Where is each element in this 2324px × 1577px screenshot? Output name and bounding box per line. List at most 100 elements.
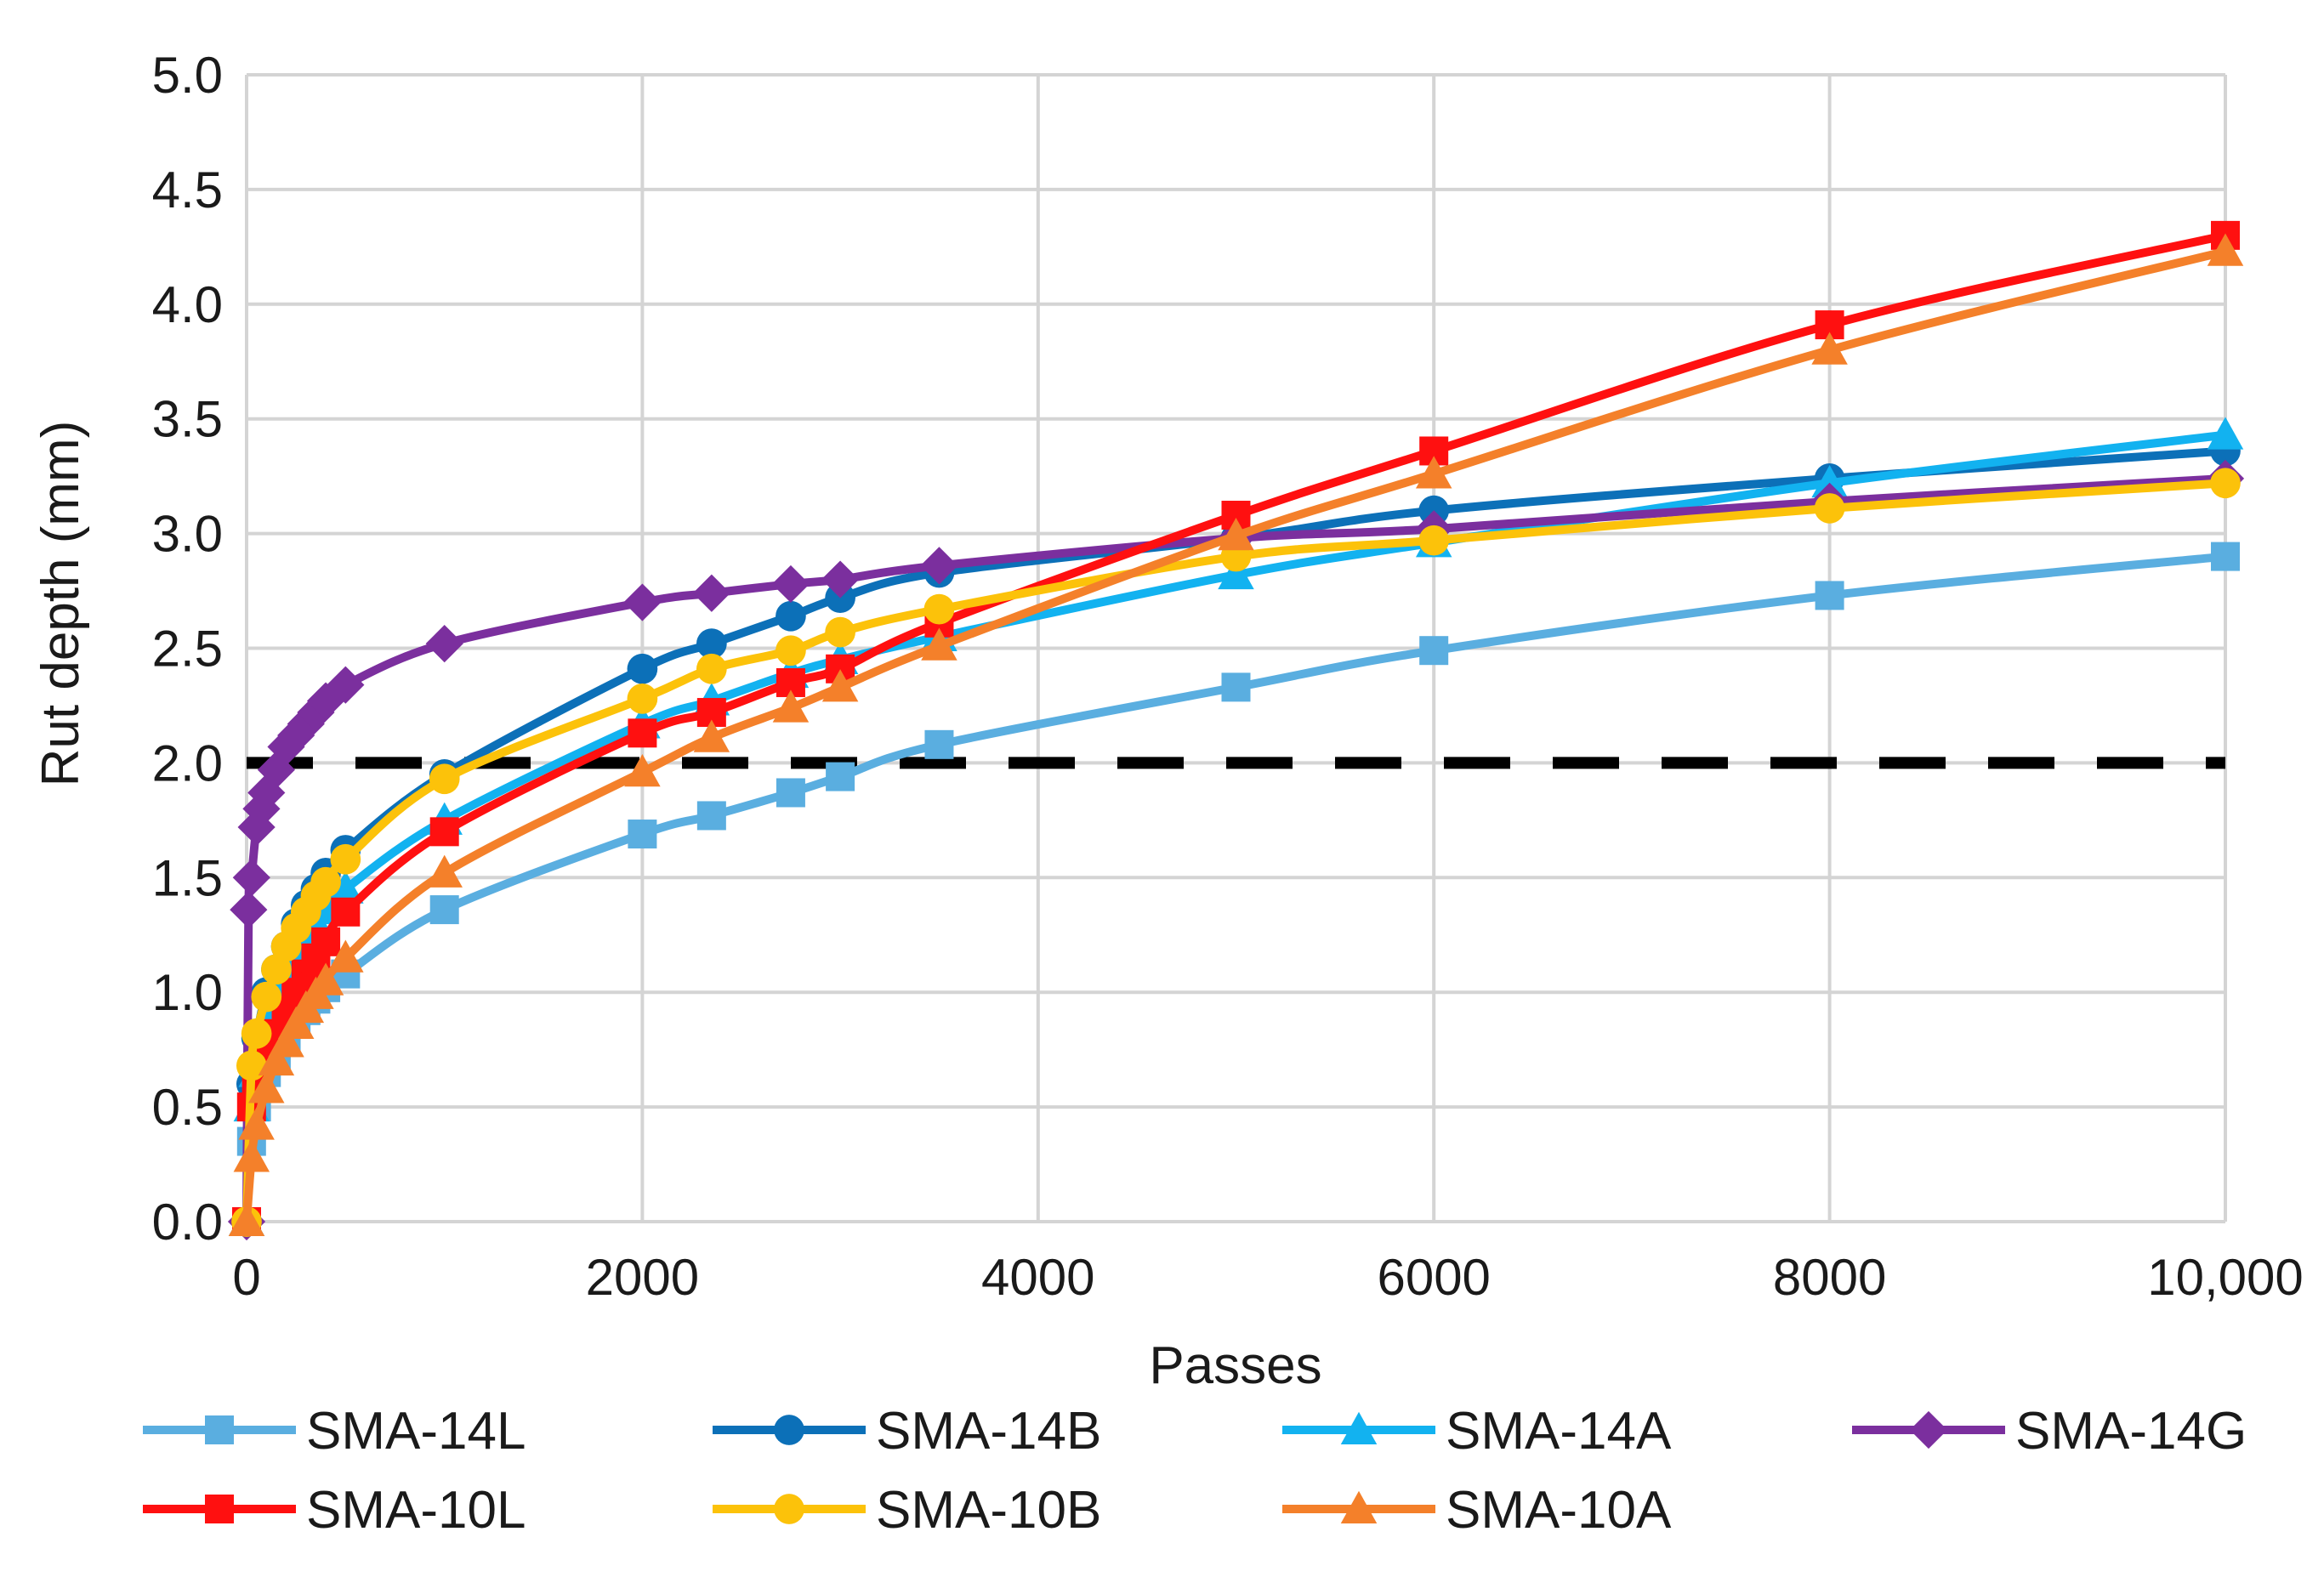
- data-point-sma-10b: [241, 1018, 272, 1049]
- data-point-sma-14l: [1815, 581, 1844, 610]
- data-point-sma-10b: [236, 1050, 267, 1081]
- data-point-sma-14g: [277, 716, 315, 755]
- data-point-sma-10a: [233, 1139, 270, 1172]
- y-tick-label: 2.5: [152, 621, 223, 678]
- series-sma-10b: [231, 468, 2241, 1237]
- data-point-sma-10b: [310, 866, 341, 898]
- data-point-sma-14l: [429, 895, 459, 925]
- data-point-sma-14l: [696, 801, 726, 831]
- legend-item-sma-14a: SMA-14A: [1282, 1402, 1672, 1461]
- data-point-sma-10l: [628, 718, 657, 748]
- legend-label-sma-14a: SMA-14A: [1446, 1402, 1672, 1461]
- data-point-sma-10a: [1218, 518, 1254, 551]
- legend-marker-sma-14l: [205, 1415, 234, 1444]
- data-point-sma-10l: [311, 927, 341, 956]
- data-point-sma-14g: [257, 751, 296, 789]
- data-point-sma-14g: [821, 560, 860, 598]
- data-point-sma-10b: [251, 981, 282, 1013]
- data-point-sma-10a: [1811, 332, 1848, 365]
- legend-marker-sma-10b: [774, 1494, 804, 1524]
- data-point-sma-14l: [2211, 542, 2240, 571]
- legend-item-sma-10l: SMA-10L: [143, 1481, 526, 1540]
- y-tick-label: 4.0: [152, 276, 223, 333]
- data-point-sma-10b: [330, 843, 361, 875]
- data-point-sma-10a: [624, 753, 661, 787]
- data-point-sma-10l: [331, 897, 361, 927]
- data-point-sma-14g: [920, 547, 958, 585]
- data-point-sma-14l: [1221, 672, 1251, 702]
- legend-label-sma-10l: SMA-10L: [306, 1481, 526, 1540]
- data-point-sma-10b: [1814, 493, 1845, 524]
- x-tick-label: 4000: [981, 1249, 1094, 1306]
- data-point-sma-14g: [230, 890, 268, 929]
- y-tick-label: 2.0: [152, 735, 223, 791]
- legend-item-sma-10a: SMA-10A: [1282, 1481, 1672, 1540]
- data-point-sma-10a: [693, 719, 730, 752]
- legend-item-sma-14l: SMA-14L: [143, 1402, 526, 1461]
- data-point-sma-14l: [826, 762, 855, 791]
- data-point-sma-10a: [1415, 456, 1452, 489]
- data-point-sma-14g: [771, 564, 810, 604]
- data-point-sma-14l: [1419, 636, 1449, 666]
- data-point-sma-10a: [238, 1107, 275, 1140]
- data-point-sma-10a: [327, 939, 364, 973]
- data-point-sma-10a: [268, 1024, 304, 1058]
- x-tick-label: 2000: [586, 1249, 699, 1306]
- data-point-sma-10a: [228, 1203, 265, 1236]
- data-point-sma-14l: [776, 778, 805, 808]
- data-point-sma-14g: [692, 574, 730, 612]
- y-tick-label: 3.0: [152, 506, 223, 563]
- legend: SMA-14L SMA-14B SMA-14A SMA-14G SMA-10L SMA-1…: [143, 1402, 2247, 1540]
- y-tick-label: 5.0: [152, 47, 223, 104]
- x-axis-title: Passes: [1149, 1336, 1321, 1395]
- data-point-sma-14b: [776, 600, 806, 632]
- data-point-sma-14g: [267, 728, 305, 766]
- data-point-sma-10l: [429, 817, 459, 847]
- x-tick-label: 10,000: [2147, 1249, 2304, 1306]
- data-point-sma-14b: [696, 628, 727, 659]
- data-point-sma-10a: [248, 1070, 285, 1103]
- data-point-sma-10a: [258, 1042, 295, 1076]
- data-point-sma-14g: [232, 859, 270, 897]
- legend-item-sma-10b: SMA-10B: [713, 1481, 1101, 1540]
- data-point-sma-14a: [2207, 417, 2244, 450]
- data-point-sma-10b: [923, 593, 955, 625]
- data-point-sma-10b: [825, 616, 855, 648]
- data-point-sma-10b: [1418, 525, 1450, 556]
- data-point-sma-10a: [307, 962, 344, 996]
- legend-marker-sma-14a: [1340, 1411, 1378, 1444]
- y-tick-label: 1.0: [152, 964, 223, 1021]
- series-sma-10a: [228, 233, 2244, 1236]
- x-tick-label: 8000: [1773, 1249, 1886, 1306]
- y-axis-title: Rut depth (mm): [31, 421, 90, 787]
- data-point-sma-14g: [425, 625, 463, 663]
- data-point-sma-14g: [297, 693, 335, 732]
- data-point-sma-14a: [1811, 464, 1848, 498]
- data-point-sma-14g: [306, 682, 345, 720]
- series-layer: [227, 220, 2245, 1241]
- data-point-sma-10b: [696, 653, 727, 684]
- data-point-sma-14g: [327, 666, 365, 704]
- data-point-sma-10b: [627, 684, 658, 714]
- legend-marker-sma-10a: [1340, 1490, 1378, 1523]
- data-point-sma-10b: [2210, 468, 2241, 499]
- legend-label-sma-10a: SMA-10A: [1446, 1481, 1672, 1540]
- legend-marker-sma-14g: [1909, 1410, 1948, 1449]
- legend-marker-sma-10l: [205, 1495, 234, 1523]
- data-point-sma-10b: [429, 763, 460, 795]
- y-tick-label: 3.5: [152, 391, 223, 448]
- axis-layer: 0.0 0.5 1.0 1.5 2.0 2.5 3.0 3.5 4.0 4.5 5.0 0 2000 40…: [152, 47, 2304, 1306]
- data-point-sma-10a: [921, 627, 957, 661]
- data-point-sma-10b: [776, 635, 806, 667]
- legend-label-sma-14l: SMA-14L: [306, 1402, 526, 1461]
- y-tick-label: 4.5: [152, 162, 223, 218]
- x-tick-label: 0: [232, 1249, 260, 1306]
- y-tick-label: 0.0: [152, 1194, 223, 1251]
- data-point-sma-14b: [627, 653, 658, 684]
- data-point-sma-10a: [2207, 233, 2244, 266]
- x-tick-label: 6000: [1377, 1249, 1490, 1306]
- y-tick-label: 1.5: [152, 849, 223, 906]
- legend-item-sma-14g: SMA-14G: [1852, 1402, 2247, 1461]
